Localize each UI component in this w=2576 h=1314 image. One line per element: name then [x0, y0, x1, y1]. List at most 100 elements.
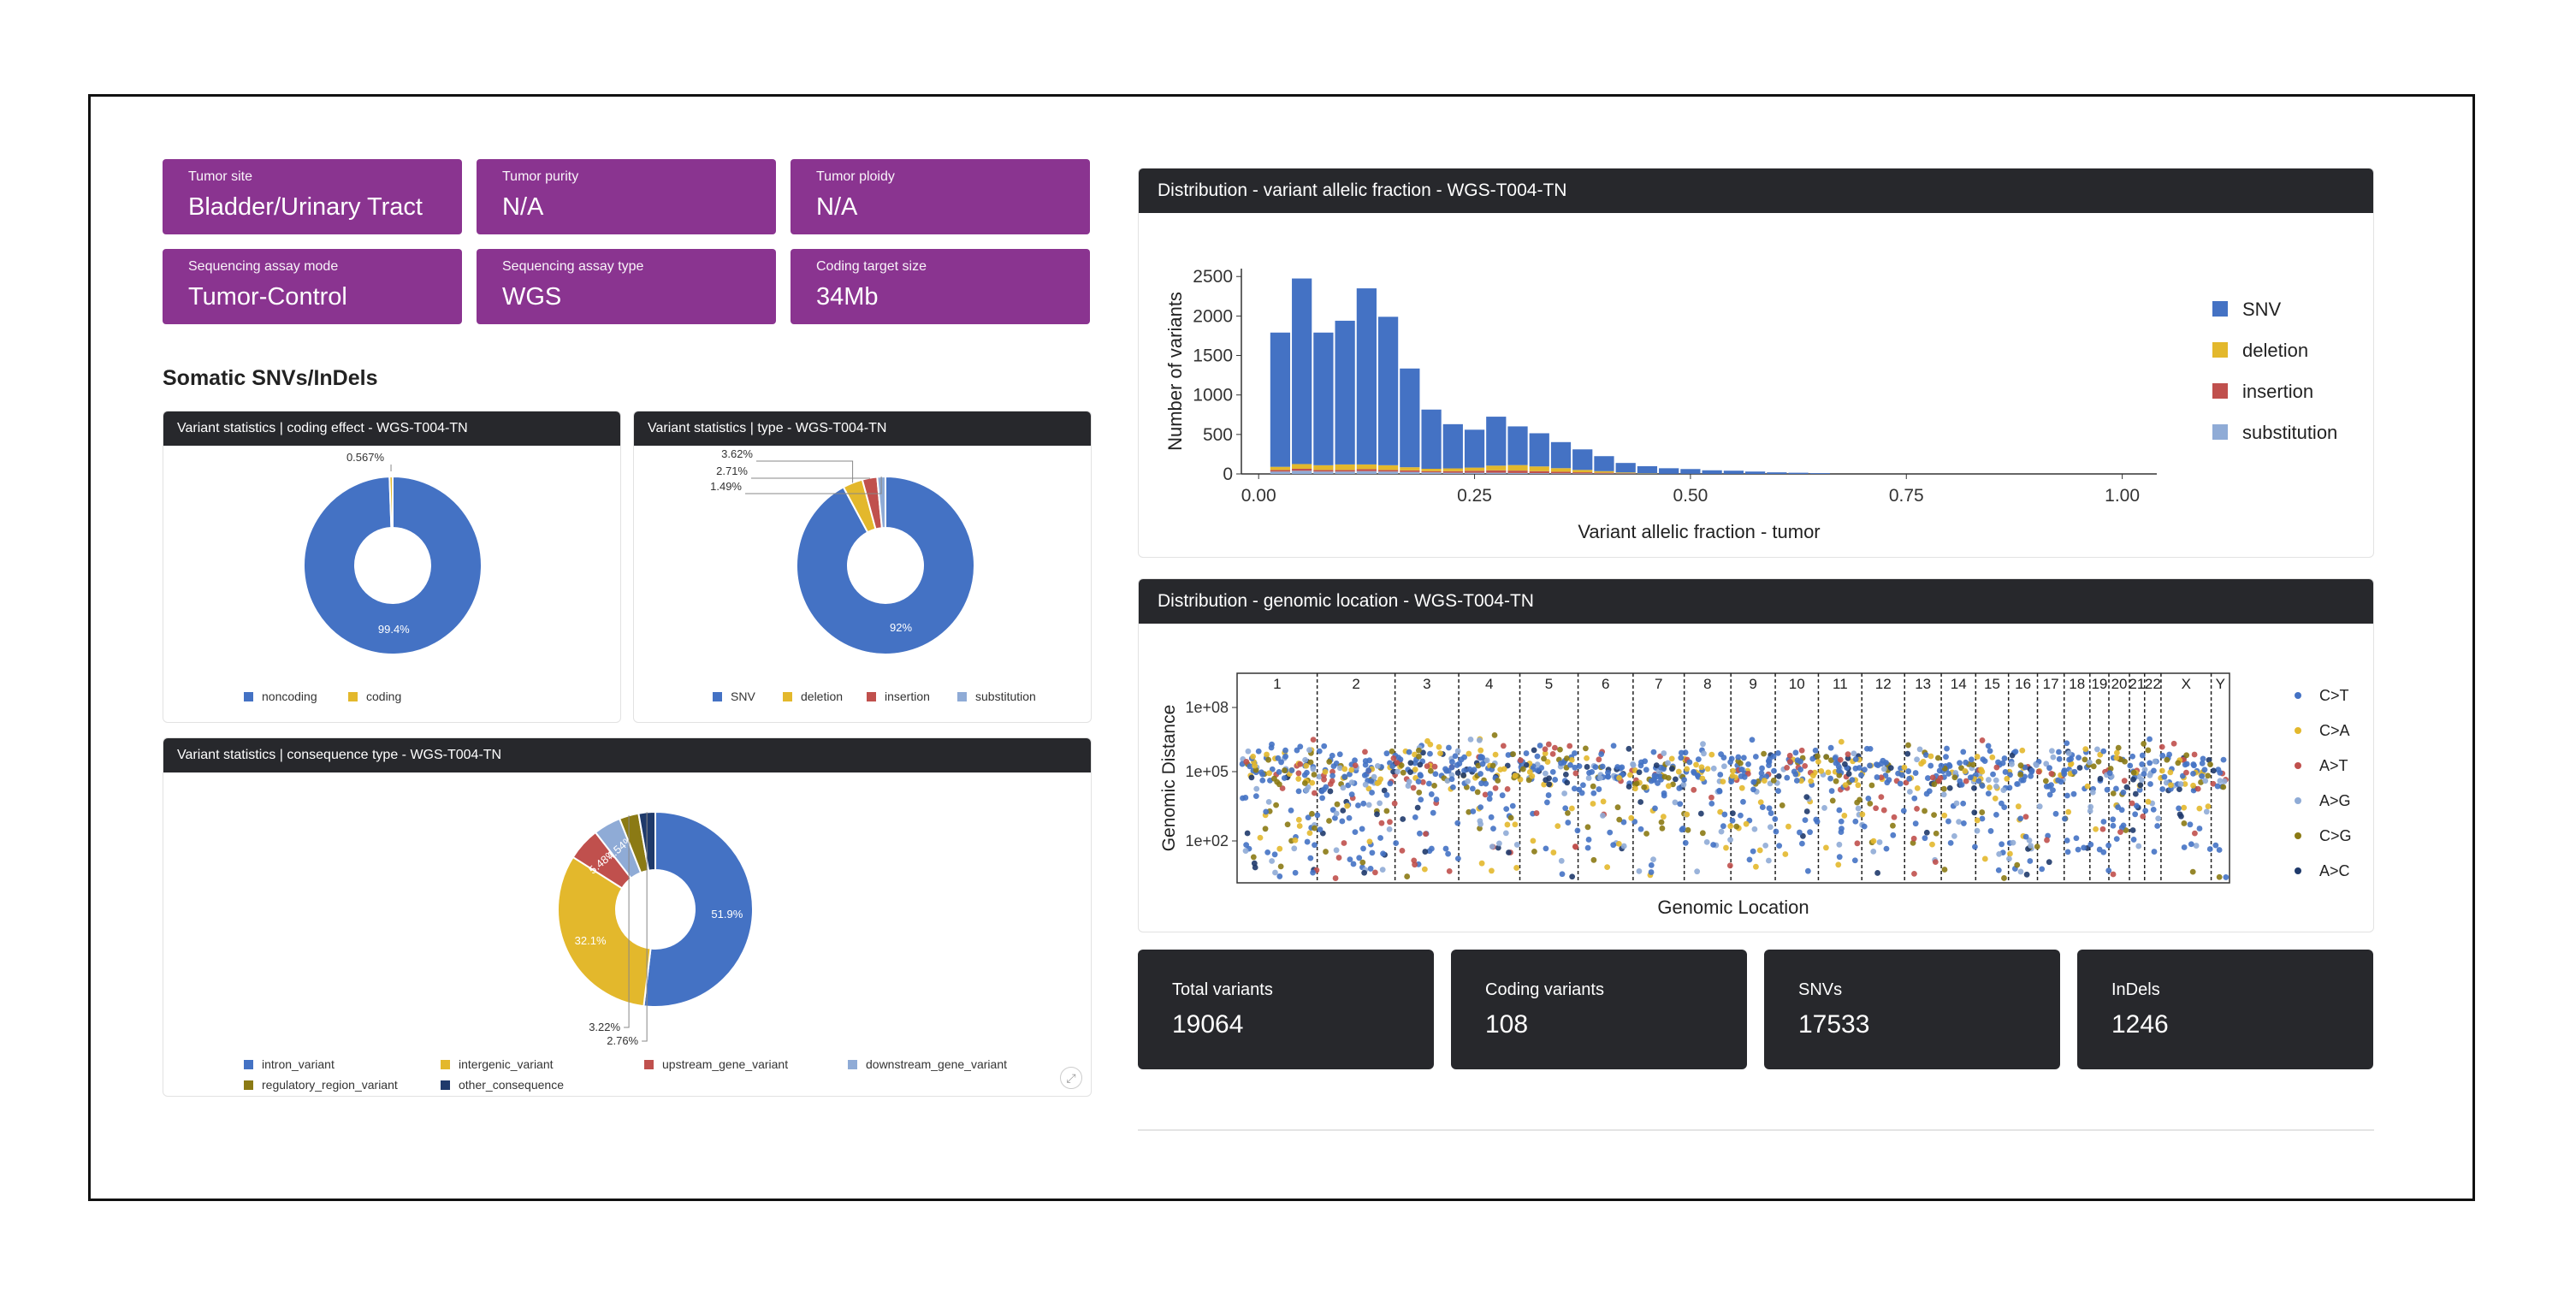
variant-point — [1855, 805, 1862, 812]
variant-point — [1643, 831, 1649, 837]
variant-point — [1807, 829, 1813, 836]
variant-point — [1616, 816, 1623, 823]
histogram-bar-insertion — [1313, 470, 1334, 472]
variant-point — [1730, 767, 1737, 774]
histogram-bar-insertion — [1292, 469, 1312, 471]
variant-point — [1365, 785, 1372, 792]
variant-point — [1589, 768, 1596, 775]
histogram-bar-insertion — [1594, 472, 1614, 474]
legend-swatch — [848, 1060, 857, 1069]
variant-point — [1838, 738, 1845, 745]
info-card-value: Tumor-Control — [188, 283, 347, 311]
variant-point — [1269, 766, 1276, 772]
info-card-label: Tumor ploidy — [816, 169, 895, 184]
variant-point — [1735, 754, 1742, 761]
variant-point — [1377, 800, 1383, 807]
variant-point — [2155, 815, 2162, 822]
variant-point — [1650, 749, 1657, 755]
variant-point — [1738, 766, 1745, 772]
variant-point — [2106, 770, 2113, 777]
variant-point — [1310, 766, 1317, 772]
variant-point — [1406, 749, 1412, 755]
slice-leader-line — [756, 460, 854, 483]
info-card-label: Tumor purity — [502, 169, 579, 184]
variant-point — [2200, 755, 2206, 762]
stat-card-indels: InDels 1246 — [2077, 950, 2373, 1069]
variant-point — [1478, 780, 1484, 787]
histogram-bar-SNV — [1377, 317, 1399, 465]
variant-point — [1517, 757, 1524, 764]
variant-point — [1797, 758, 1803, 765]
variant-point — [1544, 759, 1551, 765]
info-card-value: 34Mb — [816, 283, 879, 311]
variant-point — [2145, 798, 2152, 805]
expand-icon[interactable]: ⤢ — [1060, 1067, 1082, 1089]
variant-point — [1572, 843, 1578, 849]
variant-point — [2084, 783, 2091, 790]
variant-point — [2142, 808, 2149, 814]
variant-point — [1479, 761, 1486, 767]
variant-point — [1630, 761, 1636, 767]
variant-point — [1841, 813, 1848, 819]
variant-point — [1482, 791, 1489, 798]
slice-value-label: 2.71% — [716, 465, 748, 477]
variant-point — [2196, 805, 2203, 812]
variant-point — [1672, 799, 1679, 806]
variant-point — [1356, 855, 1363, 861]
variant-point — [1466, 750, 1472, 757]
variant-point — [2044, 837, 2050, 843]
histogram-bar-substitution — [1507, 472, 1528, 474]
variant-point — [1550, 849, 1557, 855]
legend-label: upstream_gene_variant — [662, 1057, 788, 1071]
pie-slice-coding — [388, 475, 394, 530]
variant-point — [1907, 789, 1913, 795]
variant-point — [1387, 819, 1393, 826]
variant-point — [1728, 755, 1735, 762]
y-tick-label: 1e+02 — [1185, 832, 1229, 849]
variant-point — [1400, 769, 1406, 776]
variant-point — [1531, 747, 1537, 754]
histogram-bar-insertion — [1421, 471, 1442, 473]
histogram-bar-insertion — [1270, 470, 1291, 472]
variant-point — [1592, 764, 1599, 771]
histogram-bar-SNV — [1572, 449, 1593, 471]
variant-point — [2027, 858, 2034, 864]
variant-point — [1265, 756, 1272, 763]
variant-point — [1797, 766, 1803, 773]
variant-point — [1504, 785, 1511, 792]
variant-point — [2159, 767, 2165, 774]
variant-point — [1798, 747, 1805, 754]
chromosome-label: 9 — [1749, 676, 1756, 692]
variant-point — [2178, 813, 2184, 820]
variant-point — [1759, 765, 1765, 772]
variant-point — [1525, 777, 1532, 784]
variant-point — [1856, 765, 1862, 771]
stat-label: Total variants — [1172, 980, 1273, 999]
variant-point — [2006, 784, 2013, 791]
variant-point — [1272, 869, 1278, 876]
variant-point — [1605, 773, 1612, 780]
variant-point — [1561, 790, 1568, 796]
variant-point — [1250, 854, 1257, 861]
variant-point — [1914, 805, 1920, 812]
variant-point — [1410, 784, 1417, 791]
variant-point — [1471, 766, 1477, 773]
variant-point — [1923, 829, 1930, 836]
variant-point — [2061, 771, 2068, 778]
variant-point — [1873, 761, 1880, 768]
genomic-rainfall-chart: 1 2 3 4 5 6 7 8 9 10 11 12 13 14 15 16 17 18 19 20 21 22 X Y1e+… — [1159, 672, 2352, 918]
variant-point — [1390, 768, 1396, 775]
variant-point — [1716, 787, 1723, 794]
chromosome-label: 13 — [1915, 676, 1931, 692]
variant-point — [2110, 871, 2117, 878]
variant-point — [2001, 875, 2007, 881]
variant-point — [1653, 773, 1660, 780]
variant-point — [1704, 766, 1711, 772]
panel-genomic-location: Distribution - genomic location - WGS-T0… — [1138, 578, 2374, 932]
variant-point — [1365, 802, 1372, 808]
variant-point — [1953, 800, 1960, 807]
histogram-bar-insertion — [1550, 471, 1572, 474]
variant-point — [1559, 871, 1566, 878]
chromosome-label: 5 — [1545, 676, 1553, 692]
variant-point — [1483, 780, 1489, 787]
